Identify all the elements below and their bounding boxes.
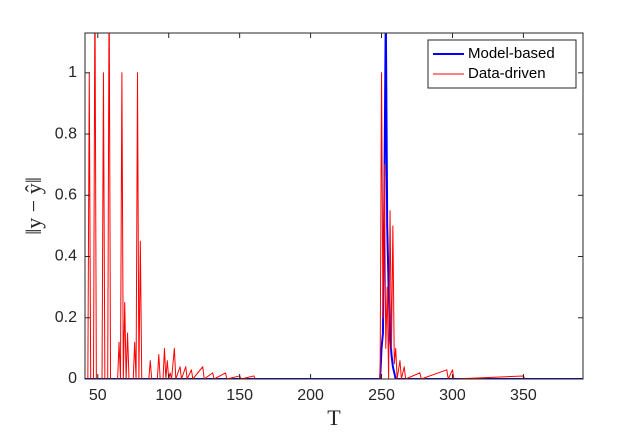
x-tick-label: 50 [89,387,107,404]
legend: Model-based Data-driven [427,39,577,89]
legend-label: Data-driven [468,65,546,82]
data-line [85,33,583,379]
y-tick-label: 0.2 [55,309,77,326]
x-tick-label: 350 [510,387,537,404]
plot-marks [85,33,583,379]
x-tick-label: 100 [155,387,182,404]
x-tick-label: 200 [297,387,324,404]
axes-box [84,32,584,380]
x-axis-title: T [327,405,341,430]
y-tick-label: 0.8 [55,125,77,142]
y-tick-label: 0 [68,370,77,387]
legend-label: Model-based [468,45,555,62]
x-tick-label: 300 [439,387,466,404]
y-tick-label: 1 [68,64,77,81]
y-tick-label: 0.4 [55,248,77,265]
x-tick-label: 150 [226,387,253,404]
y-axis-title: ‖y − ŷ‖ [21,177,46,235]
x-tick-label: 250 [368,387,395,404]
legend-box [427,39,577,89]
y-tick-label: 0.6 [55,187,77,204]
data-line [85,33,583,379]
plot-area [85,33,583,379]
